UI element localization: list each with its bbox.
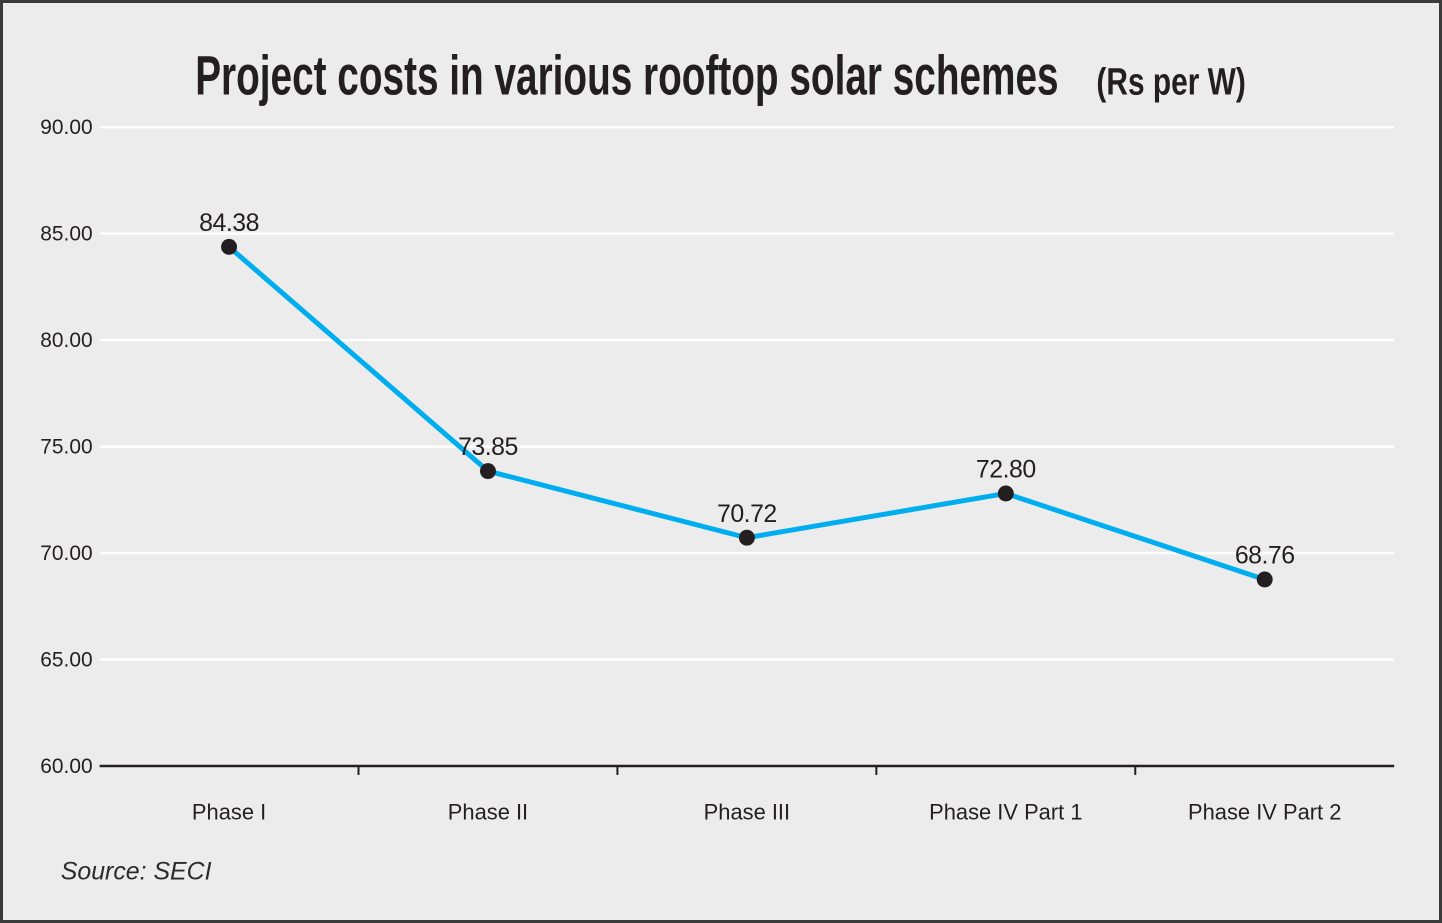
x-category-label: Phase I [192, 800, 266, 825]
gridlines [99, 125, 1395, 661]
y-tick-label: 70.00 [40, 542, 92, 565]
x-category-label: Phase II [448, 800, 528, 825]
y-tick-label: 65.00 [40, 649, 92, 672]
value-label: 68.76 [1235, 542, 1295, 570]
x-axis [99, 764, 1395, 775]
data-point [738, 529, 755, 546]
value-label: 72.80 [976, 456, 1036, 484]
data-point-markers [221, 238, 1273, 588]
x-axis-category-labels: Phase I Phase II Phase III Phase IV Part 1 P… [192, 800, 1342, 825]
y-tick-label: 90.00 [40, 116, 92, 139]
series-line [226, 244, 1268, 582]
y-tick-label: 75.00 [40, 436, 92, 459]
value-label: 73.85 [458, 433, 518, 461]
x-category-label: Phase IV Part 1 [929, 800, 1082, 825]
y-axis-tick-labels: 60.00 65.00 70.00 75.00 80.00 85.00 90.00 [40, 116, 92, 778]
value-labels: 84.38 73.85 70.72 72.80 68.76 [199, 209, 1295, 570]
data-point [221, 238, 238, 255]
y-tick-label: 85.00 [40, 223, 92, 246]
data-point [480, 463, 496, 480]
data-point [1256, 571, 1273, 588]
series-polyline [226, 244, 1268, 582]
y-tick-label: 80.00 [40, 329, 92, 352]
x-category-label: Phase IV Part 2 [1188, 800, 1341, 825]
value-label: 84.38 [199, 209, 259, 237]
value-label: 70.72 [717, 500, 777, 528]
data-point [997, 485, 1014, 502]
source-note: Source: SECI [61, 857, 212, 885]
chart-title-unit: (Rs per W) [1096, 61, 1245, 103]
x-category-label: Phase III [704, 800, 790, 825]
chart-title: Project costs in various rooftop solar s… [195, 44, 1058, 106]
line-chart: Project costs in various rooftop solar s… [40, 44, 1395, 885]
y-tick-label: 60.00 [40, 755, 92, 778]
